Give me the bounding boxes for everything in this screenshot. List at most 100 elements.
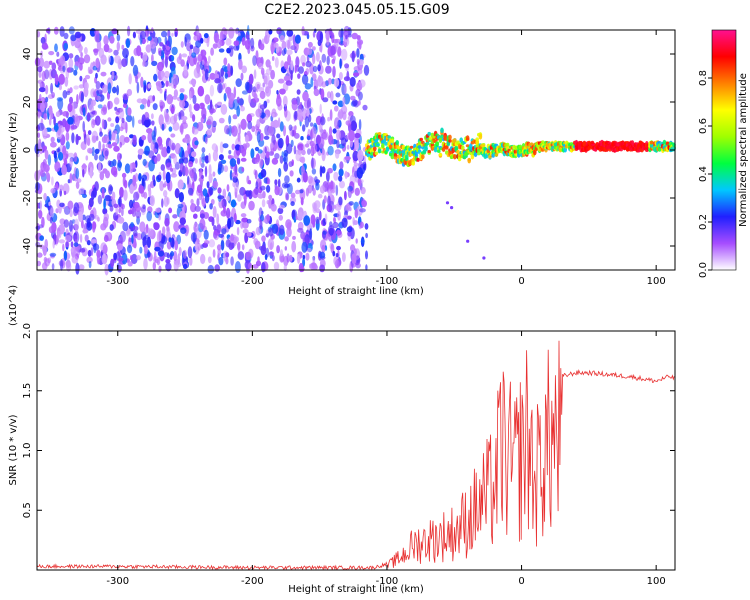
spectrogram-noise-cell <box>47 154 52 166</box>
spectrogram-noise-cell <box>298 262 304 273</box>
spectrogram-noise-cell <box>348 130 355 142</box>
spectrogram-noise-cell <box>131 206 136 218</box>
spectrogram-noise-cell <box>207 127 213 136</box>
spectrogram-noise-cell <box>43 60 50 69</box>
spectrogram-tone-cell <box>494 153 499 157</box>
spectrogram-noise-cell <box>345 120 352 126</box>
spectrogram-noise-cell <box>222 83 225 90</box>
spectrogram-noise-cell <box>223 165 229 173</box>
spectrogram-noise-cell <box>118 257 124 262</box>
spectrogram-noise-cell <box>172 95 178 100</box>
spectrogram-noise-cell <box>209 203 213 210</box>
spectrogram-noise-cell <box>189 90 192 101</box>
spectrogram-noise-cell <box>264 253 268 261</box>
spectrogram-noise-cell <box>173 221 180 233</box>
spectrogram-x-tick-label: 100 <box>647 276 666 287</box>
spectrogram-noise-cell <box>348 201 354 206</box>
spectrogram-noise-cell <box>215 103 218 110</box>
spectrogram-tone-cell <box>478 133 483 140</box>
spectrogram-tone-cell <box>454 145 459 152</box>
spectrogram-tone-cell <box>448 134 452 140</box>
spectrogram-noise-cell <box>171 142 176 151</box>
spectrogram-noise-cell <box>64 235 72 242</box>
spectrogram-noise-cell <box>65 141 70 150</box>
spectrogram-noise-cell <box>236 157 241 165</box>
spectrogram-noise-cell <box>201 59 205 66</box>
spectrogram-noise-cell <box>310 122 314 127</box>
spectrogram-x-ticks: -300 -200 -100 0 100 <box>106 30 666 287</box>
spectrogram-noise-cell <box>150 141 156 151</box>
snr-x-ticks: -300 -200 -100 0 100 <box>106 331 666 587</box>
spectrogram-noise-cell <box>143 191 148 199</box>
spectrogram-noise-cell <box>247 263 253 269</box>
spectrogram-noise-cell <box>260 159 264 166</box>
spectrogram-noise-cell <box>354 208 358 219</box>
spectrogram-tone-cell <box>453 138 457 143</box>
snr-x-tick-label: 100 <box>647 576 666 587</box>
spectrogram-tone-cell <box>461 145 465 151</box>
spectrogram-noise-cell <box>62 90 68 99</box>
spectrogram-noise-cell <box>300 197 304 206</box>
spectrogram-noise-cell <box>220 239 225 251</box>
spectrogram-tone-cell <box>435 141 440 145</box>
spectrogram-noise-cell <box>148 228 154 237</box>
spectrogram-noise-cell <box>346 226 353 233</box>
spectrogram-noise-cell <box>71 132 75 144</box>
spectrogram-noise-cell <box>53 184 60 191</box>
spectrogram-noise-cell <box>212 180 219 189</box>
spectrogram-noise-cell <box>241 148 247 157</box>
spectrogram-noise-cell <box>248 200 255 211</box>
spectrogram-noise-cell <box>39 170 46 178</box>
spectrogram-noise-cell <box>268 251 275 256</box>
spectrogram-noise-cell <box>173 74 179 86</box>
spectrogram-noise-cell <box>82 168 85 178</box>
spectrogram-noise-cell <box>241 244 245 251</box>
spectrogram-tone-cell <box>377 132 382 136</box>
spectrogram-noise-cell <box>260 67 265 76</box>
spectrogram-noise-cell <box>48 201 52 207</box>
spectrogram-noise-cell <box>235 78 242 87</box>
spectrogram-noise-cell <box>165 80 169 87</box>
spectrogram-noise-cell <box>314 264 318 270</box>
spectrogram-noise-cell <box>204 165 208 178</box>
spectrogram-noise-cell <box>251 125 256 133</box>
spectrogram-noise-cell <box>291 99 298 111</box>
spectrogram-noise-cell <box>182 249 187 259</box>
spectrogram-noise-cell <box>92 243 100 251</box>
spectrogram-noise-cell <box>338 168 344 177</box>
spectrogram-noise-cell <box>80 91 84 103</box>
spectrogram-noise-cell <box>137 148 144 156</box>
spectrogram-noise-cell <box>49 109 54 120</box>
spectrogram-noise-cell <box>213 225 217 231</box>
colorbar-gradient <box>712 30 736 270</box>
spectrogram-noise-cell <box>118 207 122 214</box>
spectrogram-noise-cell <box>43 44 49 49</box>
spectrogram-noise-cell <box>138 173 142 182</box>
spectrogram-noise-cell <box>74 31 82 39</box>
spectrogram-noise-cell <box>207 256 212 264</box>
spectrogram-noise-cell <box>50 82 54 94</box>
spectrogram-noise-cell <box>87 147 93 154</box>
spectrogram-tone-cell <box>390 155 395 160</box>
spectrogram-noise-cell <box>48 226 55 234</box>
spectrogram-cells <box>34 24 676 276</box>
spectrogram-noise-cell <box>201 152 206 164</box>
spectrogram-noise-cell <box>252 55 257 66</box>
spectrogram-noise-cell <box>327 77 332 85</box>
spectrogram-x-tick-label: 0 <box>518 276 524 287</box>
spectrogram-noise-cell <box>71 255 79 264</box>
spectrogram-noise-cell <box>357 177 362 187</box>
spectrogram-noise-cell <box>225 239 231 248</box>
spectrogram-noise-cell <box>136 255 141 261</box>
spectrogram-noise-cell <box>351 99 358 107</box>
spectrogram-noise-cell <box>284 236 289 242</box>
spectrogram-noise-cell <box>43 127 48 137</box>
spectrogram-tone-cell <box>395 140 400 146</box>
spectrogram-noise-cell <box>360 238 365 244</box>
spectrogram-noise-cell <box>321 166 326 174</box>
spectrogram-noise-cell <box>312 65 318 73</box>
spectrogram-noise-cell <box>96 135 99 141</box>
spectrogram-noise-cell <box>121 207 124 217</box>
spectrogram-noise-cell <box>92 110 98 116</box>
spectrogram-noise-cell <box>171 55 175 62</box>
